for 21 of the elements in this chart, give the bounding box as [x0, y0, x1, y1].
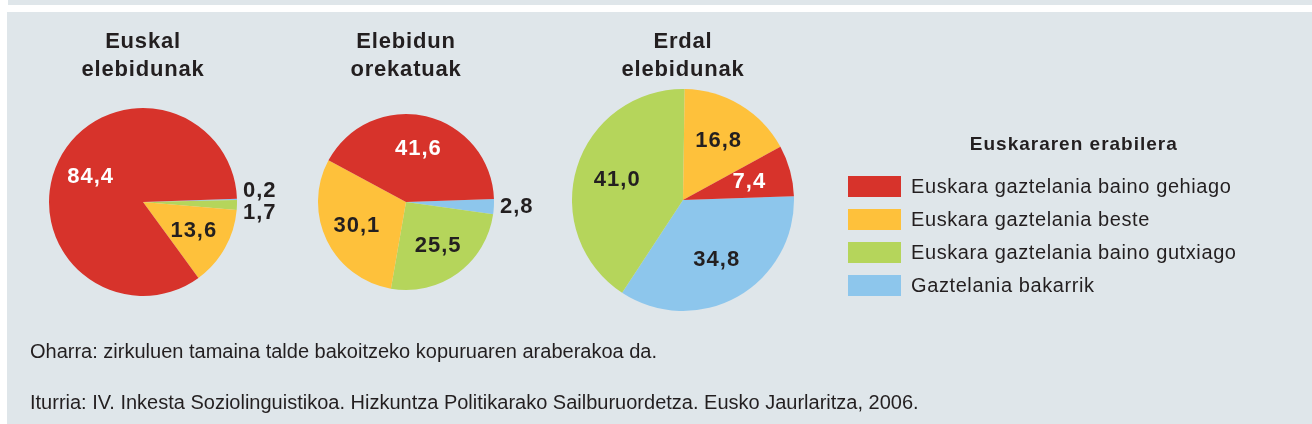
data-label: 0,2 — [243, 177, 277, 203]
legend-label: Euskara gaztelania baino gehiago — [911, 174, 1233, 199]
text: Iturria: IV. Inkesta Soziolinguistikoa. Hizkuntza Politikarako Sailburuordetza. Eusko Jaurlaritza, 2006. — [30, 391, 919, 413]
data-label: 84,4 — [67, 162, 114, 188]
data-label: 41,6 — [394, 134, 442, 160]
legend-label: Euskara gaztelania beste — [911, 207, 1151, 232]
chart-title: Erdal elebidunak — [621, 27, 745, 83]
legend-title: Euskararen erabilera — [968, 133, 1179, 154]
data-label: 41,0 — [593, 165, 641, 191]
data-label: 13,6 — [170, 216, 218, 242]
data-label: 30,1 — [333, 211, 381, 237]
data-label: 16,8 — [695, 127, 742, 153]
data-label: 25,5 — [414, 232, 462, 258]
legend-label: Euskara gaztelania baino gutxiago — [911, 240, 1237, 265]
chart-title: Euskal elebidunak — [81, 27, 205, 83]
text: Oharra: zirkuluen tamaina talde bakoitzeko kopuruaren araberakoa da. — [30, 340, 658, 362]
data-label: 34,8 — [693, 246, 741, 272]
data-label: 2,8 — [500, 192, 534, 218]
data-label: 7,4 — [732, 167, 767, 193]
legend-label: Gaztelania bakarrik — [911, 273, 1096, 298]
chart-title: Elebidun orekatuak — [350, 27, 462, 83]
